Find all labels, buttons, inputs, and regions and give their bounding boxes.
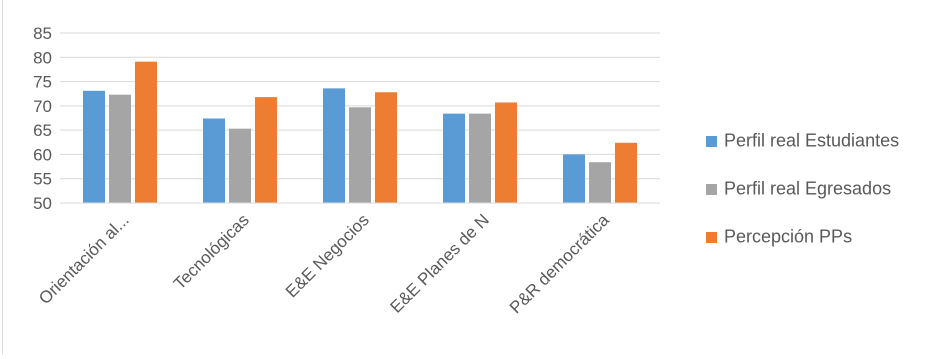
y-tick-label: 65: [33, 121, 52, 140]
bars: [83, 61, 637, 204]
legend-label: Perfil real Estudiantes: [724, 131, 899, 151]
bar-3-1: [135, 61, 157, 204]
legend-swatch: [706, 184, 717, 195]
legend-label: Perfil real Egresados: [724, 179, 891, 199]
y-tick-label: 55: [33, 170, 52, 189]
y-tick-label: 60: [33, 145, 52, 164]
y-tick-label: 75: [33, 73, 52, 92]
legend-swatch: [706, 232, 717, 243]
bar-3-4: [495, 102, 517, 203]
x-category-label: P&R democrática: [506, 210, 613, 317]
bar-3-3: [375, 92, 397, 203]
left-border-line: [2, 0, 3, 354]
x-category-label: Orientación al...: [35, 210, 133, 308]
legend-swatch: [706, 136, 717, 147]
bar-1-5: [563, 154, 585, 203]
bar-2-5: [589, 162, 611, 203]
bar-1-3: [323, 88, 345, 203]
bar-1-1: [83, 90, 105, 203]
x-category-label: Tecnológicas: [170, 210, 253, 293]
y-tick-label: 50: [33, 194, 52, 213]
bar-2-3: [349, 107, 371, 203]
bar-3-2: [255, 97, 277, 203]
x-category-label: E&E Negocios: [282, 210, 373, 301]
bar-2-2: [229, 128, 251, 203]
y-axis-ticks: 50 55 60 65 70 75 80 85: [33, 24, 52, 213]
bar-2-4: [469, 113, 491, 203]
y-tick-label: 80: [33, 48, 52, 67]
bar-2-1: [109, 94, 131, 203]
bar-3-5: [615, 142, 637, 203]
legend-label: Percepción PPs: [724, 227, 852, 247]
y-tick-label: 85: [33, 24, 52, 43]
y-tick-label: 70: [33, 97, 52, 116]
x-category-label: E&E Planes de N: [387, 210, 493, 316]
bar-1-2: [203, 118, 225, 203]
x-axis-labels: Orientación al... Tecnológicas E&E Negocio…: [35, 210, 613, 317]
bar-1-4: [443, 113, 465, 203]
legend: Perfil real Estudiantes Perfil real Egres…: [706, 131, 899, 247]
